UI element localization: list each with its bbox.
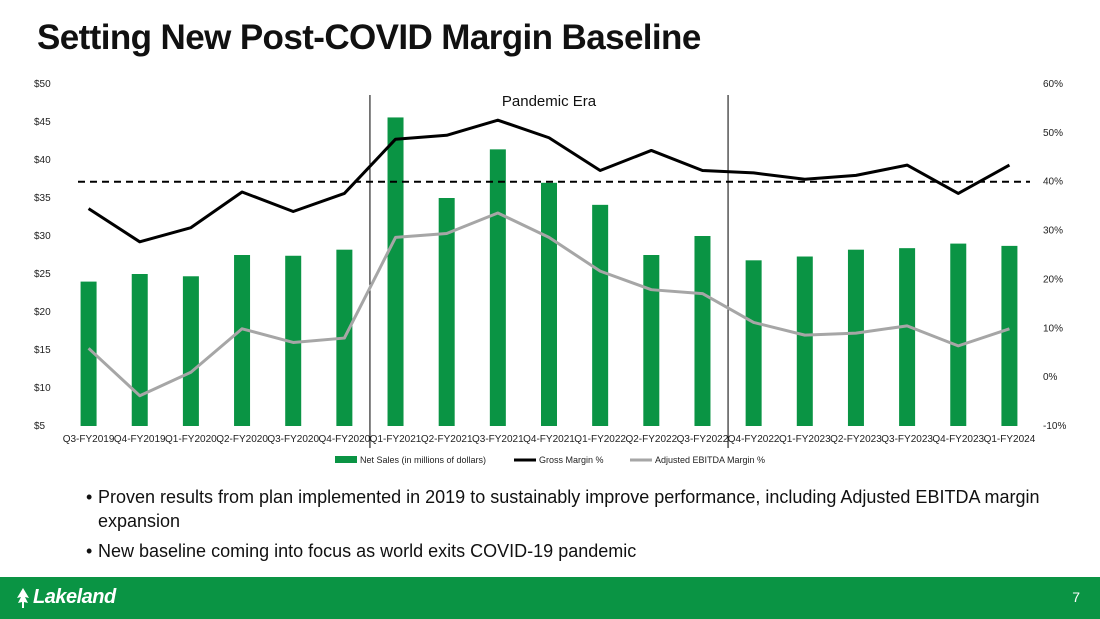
x-axis-tick-label: Q3-FY2020 bbox=[267, 434, 319, 445]
left-axis-tick-label: $35 bbox=[34, 193, 51, 204]
net-sales-bar bbox=[80, 281, 97, 426]
x-axis-tick-label: Q4-FY2023 bbox=[932, 434, 984, 445]
right-axis-tick-label: 40% bbox=[1043, 177, 1063, 188]
net-sales-bar bbox=[541, 182, 557, 426]
bullet-dot: • bbox=[86, 541, 93, 561]
left-axis-tick-label: $45 bbox=[34, 117, 51, 128]
footer-bar: Lakeland 7 bbox=[0, 577, 1100, 619]
left-axis-tick-label: $10 bbox=[34, 383, 51, 394]
x-axis-tick-label: Q3-FY2021 bbox=[472, 434, 524, 445]
x-axis-tick-label: Q4-FY2020 bbox=[319, 434, 371, 445]
legend-label: Adjusted EBITDA Margin % bbox=[655, 455, 765, 465]
net-sales-bar bbox=[285, 255, 302, 426]
bullet-list: • Proven results from plan implemented i… bbox=[86, 485, 1046, 569]
x-axis-tick-label: Q4-FY2022 bbox=[728, 434, 780, 445]
x-axis-tick-label: Q3-FY2023 bbox=[881, 434, 933, 445]
leaf-icon bbox=[17, 587, 29, 608]
x-axis-tick-label: Q3-FY2019 bbox=[63, 434, 115, 445]
net-sales-bar bbox=[592, 204, 609, 426]
x-axis-tick-label: Q1-FY2022 bbox=[574, 434, 626, 445]
right-axis-tick-label: 20% bbox=[1043, 274, 1063, 285]
left-axis-tick-label: $50 bbox=[34, 79, 51, 90]
bullet-dot: • bbox=[86, 487, 93, 507]
company-logo: Lakeland bbox=[16, 586, 116, 609]
right-axis-tick-label: -10% bbox=[1043, 421, 1066, 432]
net-sales-bar bbox=[234, 255, 251, 426]
bullet-text: New baseline coming into focus as world … bbox=[98, 541, 637, 561]
right-axis-tick-label: 0% bbox=[1043, 372, 1058, 383]
net-sales-bar bbox=[182, 276, 199, 426]
adjusted-ebitda-margin-line bbox=[87, 211, 1010, 398]
net-sales-bar bbox=[489, 149, 506, 427]
left-axis-tick-label: $5 bbox=[34, 421, 46, 432]
net-sales-bar bbox=[950, 243, 967, 426]
net-sales-bar bbox=[899, 248, 916, 426]
x-axis-tick-label: Q1-FY2023 bbox=[779, 434, 831, 445]
net-sales-bar bbox=[847, 249, 864, 426]
x-axis-tick-label: Q2-FY2021 bbox=[421, 434, 473, 445]
margin-chart: $5 $10 $15 $20 $25 $30 $35 $40 $45 $50 -10% 0% 10% 20… bbox=[34, 79, 1066, 465]
legend-swatch bbox=[335, 456, 357, 463]
legend-label: Net Sales (in millions of dollars) bbox=[360, 455, 486, 465]
pandemic-era-label: Pandemic Era bbox=[502, 93, 597, 110]
x-axis-tick-label: Q1-FY2021 bbox=[370, 434, 422, 445]
bullet-text: Proven results from plan implemented in … bbox=[98, 487, 1040, 531]
x-axis-tick-label: Q3-FY2022 bbox=[677, 434, 729, 445]
left-axis-tick-label: $30 bbox=[34, 231, 51, 242]
right-axis-tick-label: 10% bbox=[1043, 323, 1063, 334]
left-axis-tick-label: $25 bbox=[34, 269, 51, 280]
net-sales-bar bbox=[694, 236, 711, 426]
x-axis-tick-label: Q1-FY2020 bbox=[165, 434, 217, 445]
left-axis-tick-label: $20 bbox=[34, 307, 51, 318]
net-sales-bar bbox=[796, 256, 813, 426]
logo-text: Lakeland bbox=[33, 586, 116, 608]
x-axis-tick-label: Q2-FY2020 bbox=[216, 434, 268, 445]
bullet-item: • Proven results from plan implemented i… bbox=[86, 485, 1046, 533]
right-axis-tick-label: 60% bbox=[1043, 79, 1063, 90]
left-axis-tick-label: $15 bbox=[34, 345, 51, 356]
left-axis-tick-label: $40 bbox=[34, 155, 51, 166]
bullet-item: • New baseline coming into focus as worl… bbox=[86, 539, 1046, 563]
right-axis-tick-label: 50% bbox=[1043, 128, 1063, 139]
x-axis-tick-label: Q4-FY2019 bbox=[114, 434, 166, 445]
x-axis-tick-label: Q1-FY2024 bbox=[984, 434, 1036, 445]
gross-margin-line bbox=[87, 118, 1011, 244]
slide-title: Setting New Post-COVID Margin Baseline bbox=[37, 18, 701, 57]
net-sales-bar bbox=[1001, 245, 1018, 426]
net-sales-bar bbox=[438, 198, 455, 426]
x-axis-tick-label: Q2-FY2022 bbox=[625, 434, 677, 445]
net-sales-bar bbox=[131, 274, 148, 426]
net-sales-bar bbox=[387, 117, 404, 426]
legend-label: Gross Margin % bbox=[539, 455, 604, 465]
x-axis-tick-label: Q4-FY2021 bbox=[523, 434, 575, 445]
page-number: 7 bbox=[1072, 589, 1080, 605]
right-axis-tick-label: 30% bbox=[1043, 226, 1063, 237]
net-sales-bar bbox=[745, 260, 762, 426]
x-axis-tick-label: Q2-FY2023 bbox=[830, 434, 882, 445]
net-sales-bar bbox=[643, 255, 660, 426]
